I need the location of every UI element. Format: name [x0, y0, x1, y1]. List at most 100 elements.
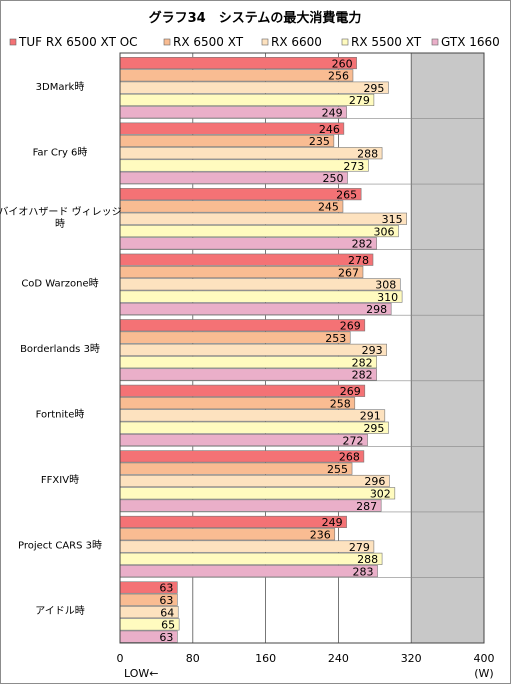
data-label: 245 [318, 201, 339, 214]
data-label: 278 [348, 254, 369, 267]
legend-swatch [163, 38, 171, 46]
bar [119, 159, 369, 172]
legend-item-2: RX 6500 XT [163, 35, 244, 49]
category-label: バイオハザード ヴィレッジ時 [0, 205, 122, 230]
bar [119, 343, 387, 356]
shaded-region [411, 53, 484, 643]
category-label: Project CARS 3時 [18, 540, 102, 552]
bar [119, 122, 345, 135]
data-label: 279 [349, 541, 370, 554]
bar [119, 356, 377, 369]
legend-swatch [261, 38, 269, 46]
x-tick-label: 400 [474, 652, 495, 665]
data-label: 267 [338, 266, 359, 279]
x-axis: 0 80 160 240 320 400 LOW← (W) [117, 652, 495, 680]
bar [119, 237, 377, 250]
data-label: 308 [375, 279, 396, 292]
data-label: 269 [340, 385, 361, 398]
legend: TUF RX 6500 XT OC RX 6500 XT RX 6600 RX 550… [9, 35, 500, 49]
bar [119, 81, 389, 94]
category-label: アイドル時 [35, 605, 85, 617]
bar [119, 421, 389, 434]
x-tick-label: 80 [186, 652, 200, 665]
bar [119, 225, 399, 238]
data-label: 64 [160, 606, 174, 619]
bar [119, 515, 347, 528]
bar [119, 433, 368, 447]
data-label: 249 [322, 107, 343, 120]
plot-border [119, 52, 485, 644]
bar [119, 253, 374, 266]
data-label: 260 [332, 57, 353, 70]
data-label: 255 [327, 463, 348, 476]
category-label: FFXIV時 [41, 474, 79, 486]
data-label: 246 [319, 123, 340, 136]
data-label: 295 [363, 422, 384, 435]
data-label: 282 [352, 356, 373, 369]
bar [119, 290, 403, 303]
bar [119, 409, 386, 422]
legend-item-4: RX 5500 XT [341, 35, 422, 49]
data-label: 273 [343, 160, 364, 173]
bar [119, 69, 354, 82]
legend-swatch [341, 38, 349, 46]
legend-label: GTX 1660 [441, 35, 500, 49]
data-label: 310 [377, 291, 398, 304]
data-label: 258 [330, 397, 351, 410]
bar [119, 528, 336, 541]
plot-area: 2602562952792492462352882732502652453153… [119, 52, 485, 644]
bar [119, 171, 348, 184]
legend-label: RX 5500 XT [351, 35, 422, 49]
legend-item-3: RX 6600 [261, 35, 322, 49]
legend-swatch [9, 38, 17, 46]
bar [119, 397, 356, 410]
data-label: 288 [357, 553, 378, 566]
data-label: 315 [382, 213, 403, 226]
legend-label: RX 6600 [271, 35, 322, 49]
data-label: 272 [343, 434, 364, 447]
bar [119, 462, 353, 475]
data-label: 291 [360, 410, 381, 423]
bar [119, 134, 335, 147]
data-label: 295 [363, 82, 384, 95]
category-label: Borderlands 3時 [20, 343, 100, 355]
bar [119, 565, 378, 578]
category-label: CoD Warzone時 [21, 277, 98, 289]
data-label: 298 [366, 303, 387, 316]
bar [119, 384, 366, 397]
data-label: 283 [353, 565, 374, 578]
chart-title: グラフ34 システムの最大消費電力 [149, 10, 362, 26]
data-label: 236 [310, 528, 331, 541]
data-label: 287 [356, 500, 377, 513]
data-label: 288 [357, 147, 378, 160]
data-label: 269 [340, 320, 361, 333]
category-label: Far Cry 6時 [33, 146, 88, 158]
bar [119, 265, 364, 279]
data-label: 253 [325, 332, 346, 345]
data-label: 279 [349, 94, 370, 107]
legend-label: TUF RX 6500 XT OC [18, 35, 138, 49]
bar [119, 450, 365, 463]
bar [119, 106, 347, 119]
x-axis-note: LOW← [124, 667, 159, 680]
data-label: 282 [352, 369, 373, 382]
data-label: 302 [370, 488, 391, 501]
category-label: 3DMark時 [36, 81, 85, 93]
x-tick-label: 160 [255, 652, 276, 665]
x-tick-label: 320 [401, 652, 422, 665]
legend-swatch [431, 38, 439, 46]
bar [119, 331, 351, 344]
bar [119, 200, 344, 213]
legend-item-1: TUF RX 6500 XT OC [9, 35, 138, 49]
data-label: 63 [159, 594, 173, 607]
data-label: 250 [323, 172, 344, 185]
legend-item-5: GTX 1660 [431, 35, 500, 49]
bar [119, 487, 396, 500]
